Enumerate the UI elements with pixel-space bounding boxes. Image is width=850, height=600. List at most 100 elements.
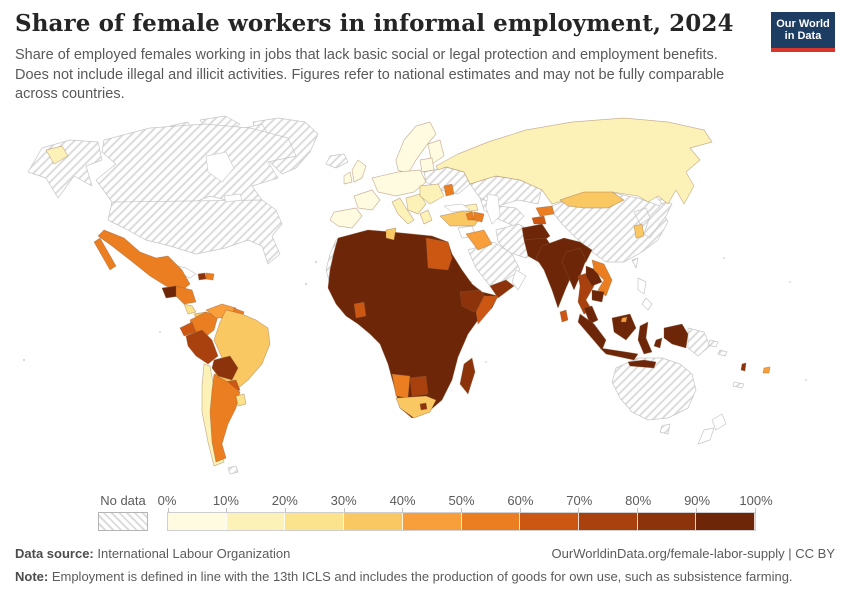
region-lesser-sunda[interactable]	[627, 359, 657, 369]
legend-bin-8[interactable]	[578, 513, 638, 530]
legend-no-data-label: No data	[100, 493, 146, 508]
region-tajikistan[interactable]	[531, 215, 547, 225]
legend-tick-label: 20%	[271, 493, 298, 508]
region-alaska[interactable]	[27, 139, 103, 199]
region-mongolia[interactable]	[559, 191, 625, 209]
region-tasmania[interactable]	[659, 423, 671, 435]
region-canada[interactable]	[95, 123, 297, 203]
legend-bin-1[interactable]	[168, 513, 227, 530]
region-botswana[interactable]	[409, 375, 429, 397]
region-papua-new-guinea[interactable]	[687, 327, 711, 357]
map-legend: No data 0% 10% 20% 30% 40% 50% 60% 70% 80% 90% 100…	[98, 493, 773, 531]
subtitle-line-1: Share of employed females working in job…	[15, 47, 718, 63]
region-usa[interactable]	[107, 199, 283, 265]
region-maluku[interactable]	[653, 337, 663, 349]
region-solomon-islands[interactable]	[707, 339, 719, 348]
region-costa-rica[interactable]	[183, 303, 197, 315]
region-taiwan[interactable]	[631, 257, 639, 269]
region-malaysia[interactable]	[583, 305, 599, 325]
region-sulawesi[interactable]	[637, 321, 653, 355]
region-north-korea[interactable]	[633, 207, 651, 225]
region-dominican-republic[interactable]	[205, 272, 215, 281]
region-iraq[interactable]	[465, 229, 493, 251]
region-fiji[interactable]	[762, 366, 771, 374]
region-france[interactable]	[353, 189, 381, 211]
region-ghana[interactable]	[353, 301, 367, 319]
owid-logo[interactable]: Our World in Data	[771, 12, 835, 52]
legend-bin-9[interactable]	[637, 513, 697, 530]
region-argentina[interactable]	[209, 373, 241, 463]
region-new-zealand[interactable]	[711, 413, 727, 431]
region-egypt[interactable]	[425, 237, 453, 271]
legend-bin-4[interactable]	[344, 513, 403, 530]
region-chile[interactable]	[201, 363, 225, 467]
legend-bin-7[interactable]	[520, 513, 579, 530]
region-romania-bulgaria[interactable]	[419, 183, 445, 205]
region-new-zealand[interactable]	[697, 427, 715, 445]
legend-bin-5[interactable]	[402, 513, 462, 530]
region-iceland[interactable]	[325, 153, 349, 169]
region-china[interactable]	[551, 191, 669, 263]
region-brunei[interactable]	[620, 316, 628, 323]
region-uruguay[interactable]	[235, 393, 247, 407]
region-iberia[interactable]	[329, 207, 363, 229]
region-chukotka[interactable]	[45, 145, 69, 165]
region-java[interactable]	[599, 347, 639, 361]
owid-logo-line-1: Our World	[776, 17, 830, 30]
region-united-kingdom[interactable]	[351, 159, 367, 183]
region-russia[interactable]	[435, 117, 713, 205]
region-azerbaijan[interactable]	[473, 211, 485, 223]
legend-no-data-swatch[interactable]	[98, 512, 148, 531]
region-west-papua[interactable]	[663, 323, 689, 349]
region-ireland[interactable]	[343, 171, 353, 185]
region-vanuatu[interactable]	[740, 362, 747, 372]
note-value: Employment is defined in line with the 1…	[48, 569, 793, 584]
region-japan[interactable]	[643, 199, 673, 239]
region-moldova[interactable]	[443, 183, 455, 197]
owid-url-link[interactable]: OurWorldinData.org/female-labor-supply |…	[551, 546, 835, 561]
region-tunisia[interactable]	[385, 227, 397, 241]
region-balkans[interactable]	[405, 193, 427, 215]
water-hudson-bay	[205, 151, 235, 183]
region-saudi-arabia[interactable]	[467, 241, 521, 287]
legend-bin-2[interactable]	[226, 513, 286, 530]
region-myanmar[interactable]	[561, 247, 587, 291]
water-caspian-sea	[485, 193, 501, 225]
legend-tick-mark	[226, 508, 228, 513]
region-haiti[interactable]	[197, 272, 207, 281]
region-south-korea[interactable]	[633, 223, 645, 239]
region-philippines[interactable]	[637, 277, 647, 295]
region-greece[interactable]	[419, 209, 433, 225]
region-somalia[interactable]	[475, 295, 499, 325]
region-australia[interactable]	[611, 357, 697, 421]
region-solomon-islands[interactable]	[717, 349, 728, 357]
region-south-africa[interactable]	[395, 395, 437, 419]
legend-tick-label: 80%	[625, 493, 652, 508]
region-madagascar[interactable]	[459, 357, 476, 395]
region-italy[interactable]	[391, 197, 415, 225]
region-yemen[interactable]	[489, 279, 515, 299]
legend-tick-label: 70%	[566, 493, 593, 508]
region-namibia[interactable]	[391, 373, 411, 399]
legend-bin-3[interactable]	[285, 513, 345, 530]
region-honduras-nicaragua[interactable]	[175, 285, 197, 305]
region-mexico-baja[interactable]	[93, 237, 117, 271]
region-cambodia[interactable]	[591, 289, 605, 303]
region-falkland-islands[interactable]	[227, 465, 239, 475]
region-ecuador[interactable]	[179, 321, 197, 337]
region-central-europe[interactable]	[371, 169, 427, 197]
region-mexico[interactable]	[97, 229, 191, 293]
region-philippines[interactable]	[641, 297, 653, 311]
region-borneo[interactable]	[611, 313, 637, 341]
region-oman[interactable]	[511, 269, 527, 291]
legend-bin-6[interactable]	[461, 513, 521, 530]
region-peru[interactable]	[185, 329, 219, 365]
region-sri-lanka[interactable]	[559, 309, 569, 323]
region-bolivia[interactable]	[211, 355, 239, 381]
legend-tick-mark	[578, 508, 580, 513]
legend-bin-10[interactable]	[696, 513, 756, 530]
region-baltics[interactable]	[419, 157, 435, 173]
region-lesotho[interactable]	[419, 402, 428, 411]
region-new-caledonia[interactable]	[732, 381, 745, 389]
region-kyrgyzstan[interactable]	[535, 205, 555, 217]
